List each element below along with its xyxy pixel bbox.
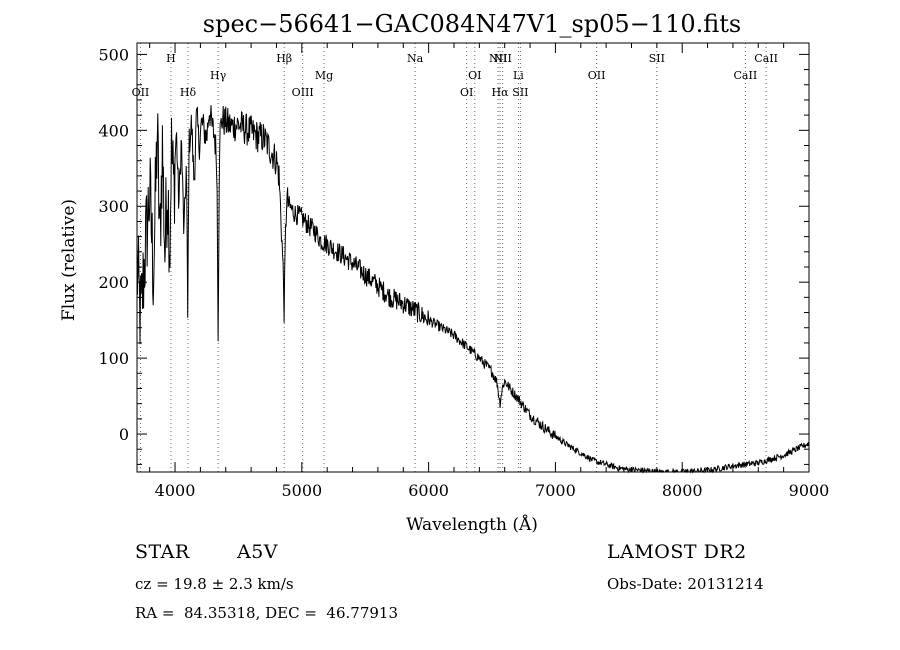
x-tick-label: 7000 [535,481,576,500]
line-label-3: Hγ [210,69,227,82]
y-axis-label: Flux (relative) [59,199,79,321]
x-tick-label: 6000 [408,481,449,500]
spectrum-line [136,105,810,474]
coordinates: RA = 84.35318, DEC = 46.77913 [135,604,399,622]
line-label-8: OI [460,86,473,99]
line-label-1: H [166,52,176,65]
x-tick-label: 5000 [281,481,322,500]
line-label-0: OII [132,86,150,99]
y-tick-label: 500 [98,45,129,64]
line-label-18: CaII [754,52,778,65]
redshift-value: cz = 19.8 ± 2.3 km/s [135,575,294,593]
spectral-line-labels: OIIHHδHγHβOIIIMgNaOIOINIIHαNIILiSIIOIISI… [132,52,778,99]
line-label-15: OII [588,69,606,82]
plot-frame [136,42,810,473]
spectral-line-markers [139,43,767,472]
line-label-9: OI [468,69,481,82]
x-axis-label: Wavelength (Å) [406,514,538,535]
y-tick-label: 400 [98,121,129,140]
line-label-16: SII [649,52,665,65]
chart-title: spec−56641−GAC084N47V1_sp05−110.fits [203,10,741,38]
spectral-subclass: A5V [237,541,279,563]
line-label-12: NII [494,52,512,65]
obs-date: Obs-Date: 20131214 [607,575,764,593]
line-label-4: Hβ [276,52,292,65]
x-tick-label: 4000 [155,481,196,500]
y-axis: 0 100 200 300 400 500 [98,45,809,465]
x-axis: 4000 5000 6000 7000 8000 9000 [149,43,830,500]
y-tick-label: 100 [98,349,129,368]
line-label-2: Hδ [180,86,197,99]
y-tick-label: 200 [98,273,129,292]
line-label-5: OIII [292,86,314,99]
y-tick-label: 0 [119,425,129,444]
line-label-17: CaII [734,69,758,82]
survey-name: LAMOST DR2 [607,541,747,563]
line-label-6: Mg [315,69,333,82]
y-tick-label: 300 [98,197,129,216]
line-label-13: Li [513,69,524,82]
line-label-11: Hα [491,86,509,99]
x-tick-label: 9000 [789,481,830,500]
object-class: STAR [135,541,190,563]
line-label-7: Na [407,52,424,65]
line-label-14: SII [512,86,528,99]
x-tick-label: 8000 [662,481,703,500]
line-label-10: NII [489,52,507,65]
